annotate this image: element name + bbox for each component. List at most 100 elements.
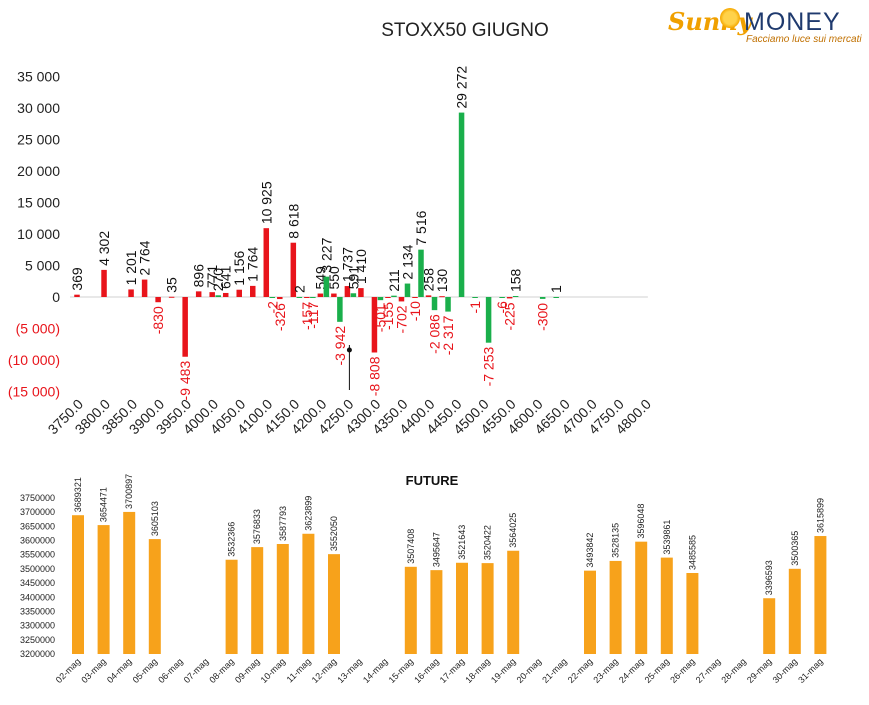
bar <box>553 296 559 298</box>
data-label: -2 317 <box>440 315 456 355</box>
x-tick-label: 02-mag <box>54 656 83 685</box>
data-label: 3552050 <box>329 516 339 551</box>
data-label: 2 764 <box>137 240 153 275</box>
data-label: 10 925 <box>258 181 274 224</box>
options-bar-chart: 35 000 30 000 25 000 20 000 15 000 10 000 5 00… <box>8 66 654 438</box>
bar <box>814 536 827 654</box>
x-tick-label: 11-mag <box>285 656 313 684</box>
data-label: 3500365 <box>790 531 800 566</box>
data-label: -3 942 <box>332 326 348 366</box>
x-tick-label: 10-mag <box>259 656 288 685</box>
bar <box>439 296 445 298</box>
data-label: 3521643 <box>457 525 467 560</box>
bar <box>350 293 357 297</box>
bar <box>302 533 315 654</box>
data-label: 1 156 <box>231 250 247 285</box>
bar <box>404 283 411 297</box>
data-label: 3564025 <box>508 513 518 548</box>
bar <box>168 296 175 298</box>
bar <box>263 228 270 297</box>
x-tick-label: 26-mag <box>668 656 697 685</box>
bar <box>431 297 438 311</box>
x-tick-label: 14-mag <box>361 656 390 685</box>
data-label: 7 516 <box>413 210 429 245</box>
data-label: 369 <box>69 267 85 291</box>
bar <box>304 297 310 298</box>
x-tick-label: 29-mag <box>745 656 774 685</box>
bar <box>72 515 84 654</box>
data-label: 1 <box>548 285 564 293</box>
bar <box>236 289 242 297</box>
bar <box>128 289 134 297</box>
data-label: 3605103 <box>150 501 160 536</box>
bar <box>97 525 110 654</box>
y-tick-label: 3350000 <box>20 606 55 616</box>
bar <box>412 297 418 298</box>
data-label: -9 483 <box>177 361 193 401</box>
y-tick-label: 3650000 <box>20 521 55 531</box>
bar <box>485 297 492 343</box>
bar <box>74 294 80 297</box>
y-tick-label: 3500000 <box>20 564 55 574</box>
data-label: 771 <box>204 265 220 289</box>
x-tick-label: 09-mag <box>233 656 262 685</box>
data-label: -117 <box>305 302 321 329</box>
y-tick-label: (15 000) <box>8 384 60 400</box>
bar <box>481 563 494 654</box>
data-label: 4 302 <box>96 231 112 266</box>
logo-tagline: Facciamo luce sui mercati <box>746 34 862 45</box>
bar <box>445 297 451 312</box>
bar <box>155 297 161 303</box>
data-label: 3576833 <box>252 509 262 544</box>
data-label: 641 <box>218 265 234 289</box>
data-label: 158 <box>508 268 524 292</box>
x-tick-label: 05-mag <box>131 656 160 685</box>
data-label: 3493842 <box>585 533 595 568</box>
x-tick-label: 21-mag <box>540 656 569 685</box>
bar <box>323 276 330 297</box>
data-label: 3528135 <box>611 523 621 558</box>
bar <box>222 292 229 297</box>
y-tick-label: 35 000 <box>17 69 60 85</box>
bar <box>391 295 397 297</box>
x-tick-label: 19-mag <box>489 656 518 685</box>
x-tick-label: 04-mag <box>105 656 134 685</box>
x-tick-label: 03-mag <box>79 656 108 685</box>
x-tick-label: 31-mag <box>796 656 825 685</box>
bar <box>358 288 364 297</box>
data-label: -2 <box>264 301 280 314</box>
data-label: -10 <box>407 301 423 321</box>
data-label: 1 737 <box>339 247 355 282</box>
bar <box>310 297 316 298</box>
bar <box>182 297 188 357</box>
x-tick-label: 07-mag <box>182 656 211 685</box>
data-label: 3539861 <box>662 520 672 555</box>
x-tick-label: 16-mag <box>412 656 441 685</box>
data-label: 1 201 <box>123 250 139 285</box>
bar <box>385 297 391 298</box>
x-tick-label: 28-mag <box>719 656 748 685</box>
bar <box>371 297 378 353</box>
y-tick-label: 20 000 <box>17 163 60 179</box>
bar <box>277 297 283 300</box>
y-tick-label: 3300000 <box>20 621 55 631</box>
x-tick-label: 18-mag <box>463 656 492 685</box>
future-chart-title: FUTURE <box>405 473 459 488</box>
y-tick-label: (5 000) <box>16 321 60 337</box>
data-label: -2 086 <box>427 314 443 354</box>
bar <box>458 112 465 298</box>
bar <box>788 568 801 654</box>
y-tick-label: 30 000 <box>17 100 60 116</box>
y-tick-label: 3550000 <box>20 550 55 560</box>
bar <box>344 286 351 297</box>
bar <box>506 297 513 299</box>
sun-icon <box>720 8 740 28</box>
y-tick-label: 3600000 <box>20 536 55 546</box>
bar <box>290 242 297 297</box>
bar <box>269 297 276 298</box>
bar <box>377 297 384 301</box>
bar <box>250 285 256 297</box>
bar <box>418 249 424 297</box>
bar <box>425 295 432 297</box>
